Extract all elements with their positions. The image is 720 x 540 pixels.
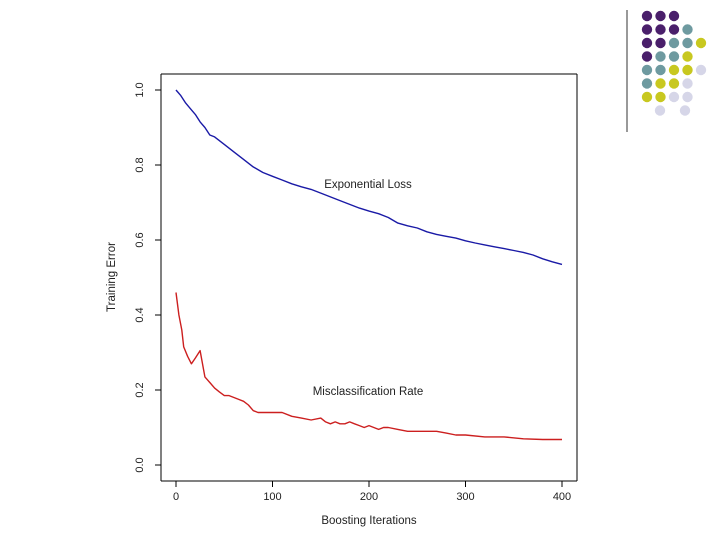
y-axis-title: Training Error [106,242,118,312]
decor-dot-teal [682,24,693,35]
y-tick-label: 0.0 [134,457,146,472]
decor-dot-lavender [695,64,707,76]
decor-dot-yellow [668,78,680,89]
decor-dot-teal [655,64,666,76]
decor-dot-purple [655,24,666,35]
decor-dot-teal [655,51,666,62]
decor-dot-lavender [682,78,693,89]
decor-dot-lavender [682,91,693,103]
annotation-misclassification-rate: Misclassification Rate [313,386,424,398]
x-axis-ticks: 0 100 200 300 400 [173,481,571,503]
decor-dot-yellow [682,51,693,62]
y-tick-label: 0.4 [134,307,146,322]
y-tick-label: 0.6 [134,232,146,247]
series-line-misclassification-rate [175,292,562,441]
decor-dot-lavender [654,105,666,116]
decor-dot-yellow [655,91,666,103]
decor-dot-purple [641,10,653,22]
decor-dot-yellow [655,78,666,89]
decor-dot-teal [682,37,693,49]
series-layer [175,89,563,441]
decor-dot-purple [641,51,653,62]
x-tick-label: 400 [553,491,571,503]
decor-dot-yellow [668,64,680,76]
decor-dot-purple [641,37,653,49]
y-tick-label: 1.0 [134,82,146,97]
decor-dot-teal [641,64,653,76]
decor-dot-purple [668,10,680,22]
decor-dot-yellow [641,91,653,103]
y-tick-label: 0.8 [134,157,146,172]
x-tick-label: 200 [360,491,378,503]
x-axis-title: Boosting Iterations [321,515,417,527]
x-tick-label: 100 [263,491,281,503]
x-tick-label: 300 [456,491,474,503]
annotation-exponential-loss: Exponential Loss [324,179,412,191]
decor-dot-teal [668,37,680,49]
decor-dot-yellow [682,64,693,76]
decor-dot-lavender [668,91,680,103]
decor-dot-purple [668,24,680,35]
decor-dot-lavender [679,105,691,116]
decor-dot-purple [655,10,666,22]
x-tick-label: 0 [173,491,179,503]
decor-dot-yellow [695,37,707,49]
series-line-exponential-loss [175,89,563,266]
y-tick-label: 0.2 [134,382,146,397]
decor-dot-purple [641,24,653,35]
decor-dot-purple [655,37,666,49]
dot-grid [641,10,707,116]
decor-dot-teal [641,78,653,89]
decor-dot-teal [668,51,680,62]
y-axis-ticks: 0.0 0.2 0.4 0.6 0.8 1.0 [134,82,161,473]
